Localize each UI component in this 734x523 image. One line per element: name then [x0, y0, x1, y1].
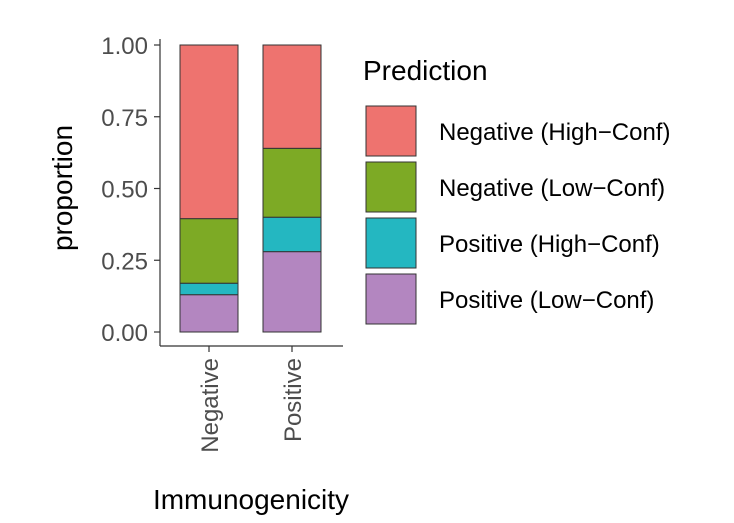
- y-axis-label: proportion: [47, 125, 78, 251]
- x-tick-label-positive: Positive: [280, 358, 307, 442]
- bar-segment-negative-2: [179, 218, 239, 284]
- legend-key-2: [365, 217, 417, 269]
- bar-segment-positive-2: [262, 147, 322, 218]
- bar-segment-negative-3: [179, 44, 239, 220]
- bars-layer: [179, 44, 322, 333]
- legend-label-2: Positive (High−Conf): [439, 231, 660, 258]
- legend-key-0: [365, 105, 417, 157]
- y-tick-label: 0.00: [101, 320, 148, 347]
- legend-label-1: Negative (Low−Conf): [439, 175, 665, 202]
- legend-title: Prediction: [363, 55, 488, 86]
- y-tick-label: 0.75: [101, 105, 148, 132]
- x-axis-label: Immunogenicity: [153, 484, 349, 515]
- bar-segment-negative-0: [179, 294, 239, 333]
- bar-segment-negative-1: [179, 282, 239, 296]
- legend-key-1: [365, 161, 417, 213]
- x-tick-label-negative: Negative: [197, 358, 224, 453]
- legend-key-3: [365, 273, 417, 325]
- legend: Prediction Negative (High−Conf) Negative …: [363, 55, 670, 325]
- axes-layer: 0.00 0.25 0.50 0.75 1.00 Negative Positive: [101, 33, 343, 453]
- y-tick-label: 0.50: [101, 177, 148, 204]
- bar-segment-positive-3: [262, 44, 322, 149]
- bar-segment-positive-0: [262, 251, 322, 333]
- legend-label-0: Negative (High−Conf): [439, 119, 670, 146]
- y-tick-label: 0.25: [101, 248, 148, 275]
- legend-label-3: Positive (Low−Conf): [439, 287, 654, 314]
- y-tick-label: 1.00: [101, 33, 148, 60]
- bar-segment-positive-1: [262, 216, 322, 253]
